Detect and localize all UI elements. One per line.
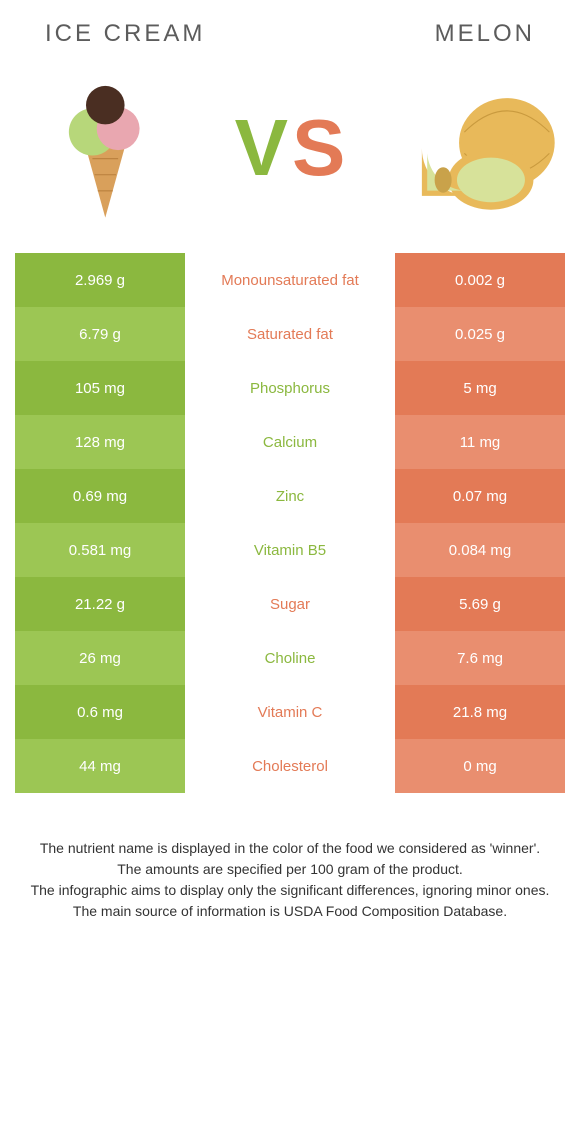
- table-row: 2.969 gMonounsaturated fat0.002 g: [15, 253, 565, 307]
- left-value: 0.69 mg: [15, 469, 185, 523]
- nutrient-label: Cholesterol: [185, 739, 395, 793]
- table-row: 0.69 mgZinc0.07 mg: [15, 469, 565, 523]
- table-row: 0.581 mgVitamin B50.084 mg: [15, 523, 565, 577]
- nutrient-label: Calcium: [185, 415, 395, 469]
- ice-cream-icon: [20, 73, 190, 223]
- right-value: 5 mg: [395, 361, 565, 415]
- header-titles: ICE CREAM MELON: [15, 15, 565, 68]
- left-value: 21.22 g: [15, 577, 185, 631]
- table-row: 0.6 mgVitamin C21.8 mg: [15, 685, 565, 739]
- table-row: 44 mgCholesterol0 mg: [15, 739, 565, 793]
- left-value: 105 mg: [15, 361, 185, 415]
- right-value: 0.084 mg: [395, 523, 565, 577]
- left-value: 44 mg: [15, 739, 185, 793]
- nutrition-table: 2.969 gMonounsaturated fat0.002 g6.79 gS…: [15, 253, 565, 793]
- footnotes: The nutrient name is displayed in the co…: [15, 793, 565, 922]
- right-value: 0 mg: [395, 739, 565, 793]
- table-row: 26 mgCholine7.6 mg: [15, 631, 565, 685]
- left-food-title: ICE CREAM: [45, 20, 205, 48]
- vs-label: V S: [235, 108, 346, 188]
- right-value: 11 mg: [395, 415, 565, 469]
- nutrient-label: Choline: [185, 631, 395, 685]
- hero-row: V S: [15, 68, 565, 253]
- footnote-line: The amounts are specified per 100 gram o…: [25, 859, 555, 880]
- vs-s-letter: S: [292, 108, 345, 188]
- nutrient-label: Sugar: [185, 577, 395, 631]
- right-value: 0.07 mg: [395, 469, 565, 523]
- table-row: 105 mgPhosphorus5 mg: [15, 361, 565, 415]
- right-value: 7.6 mg: [395, 631, 565, 685]
- left-value: 6.79 g: [15, 307, 185, 361]
- left-value: 0.6 mg: [15, 685, 185, 739]
- nutrient-label: Zinc: [185, 469, 395, 523]
- footnote-line: The nutrient name is displayed in the co…: [25, 838, 555, 859]
- left-value: 0.581 mg: [15, 523, 185, 577]
- left-value: 128 mg: [15, 415, 185, 469]
- nutrient-label: Saturated fat: [185, 307, 395, 361]
- right-value: 0.025 g: [395, 307, 565, 361]
- right-food-title: MELON: [435, 20, 535, 48]
- right-value: 0.002 g: [395, 253, 565, 307]
- table-row: 128 mgCalcium11 mg: [15, 415, 565, 469]
- nutrient-label: Vitamin B5: [185, 523, 395, 577]
- right-value: 21.8 mg: [395, 685, 565, 739]
- footnote-line: The infographic aims to display only the…: [25, 880, 555, 901]
- left-value: 26 mg: [15, 631, 185, 685]
- nutrient-label: Monounsaturated fat: [185, 253, 395, 307]
- right-value: 5.69 g: [395, 577, 565, 631]
- nutrient-label: Phosphorus: [185, 361, 395, 415]
- table-row: 21.22 gSugar5.69 g: [15, 577, 565, 631]
- footnote-line: The main source of information is USDA F…: [25, 901, 555, 922]
- table-row: 6.79 gSaturated fat0.025 g: [15, 307, 565, 361]
- nutrient-label: Vitamin C: [185, 685, 395, 739]
- melon-icon: [390, 73, 560, 223]
- left-value: 2.969 g: [15, 253, 185, 307]
- vs-v-letter: V: [235, 108, 288, 188]
